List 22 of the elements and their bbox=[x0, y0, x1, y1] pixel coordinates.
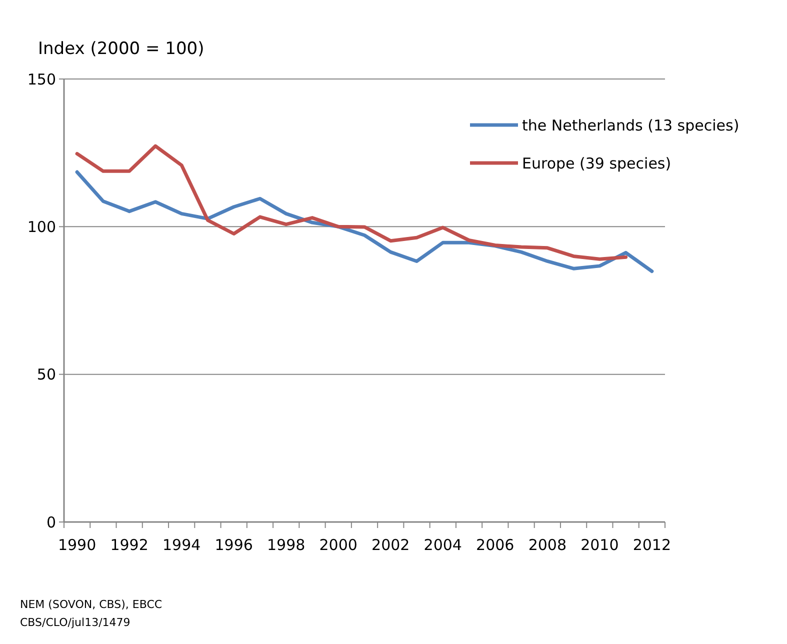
x-tick-label: 1994 bbox=[162, 536, 201, 554]
y-tick-label: 0 bbox=[46, 513, 56, 532]
x-tick-label: 1996 bbox=[214, 536, 253, 554]
line-series bbox=[75, 170, 654, 274]
x-tick-label: 2012 bbox=[632, 536, 672, 554]
x-tick-label: 2002 bbox=[372, 536, 410, 554]
legend-label: the Netherlands (13 species) bbox=[522, 116, 740, 134]
y-axis-title: Index (2000 = 100) bbox=[38, 39, 204, 59]
x-tick-label: 2010 bbox=[580, 536, 619, 554]
y-tick-label: 50 bbox=[36, 366, 56, 384]
x-tick-label: 2008 bbox=[528, 536, 567, 554]
text: NEM (SOVON, CBS), EBCC bbox=[20, 598, 162, 611]
y-tick-label: 100 bbox=[27, 218, 56, 236]
y-tick-label: 150 bbox=[27, 70, 56, 88]
x-tick-label: 2000 bbox=[319, 536, 358, 554]
x-tick-label: 1998 bbox=[267, 536, 306, 554]
legend-label: Europe (39 species) bbox=[522, 154, 672, 172]
x-tick-label: 1990 bbox=[58, 536, 96, 554]
x-tick-label: 2006 bbox=[476, 536, 514, 554]
text: CBS/CLO/jul13/1479 bbox=[20, 616, 130, 629]
x-tick-label: 1992 bbox=[110, 536, 148, 554]
x-tick-label: 2004 bbox=[424, 536, 462, 554]
